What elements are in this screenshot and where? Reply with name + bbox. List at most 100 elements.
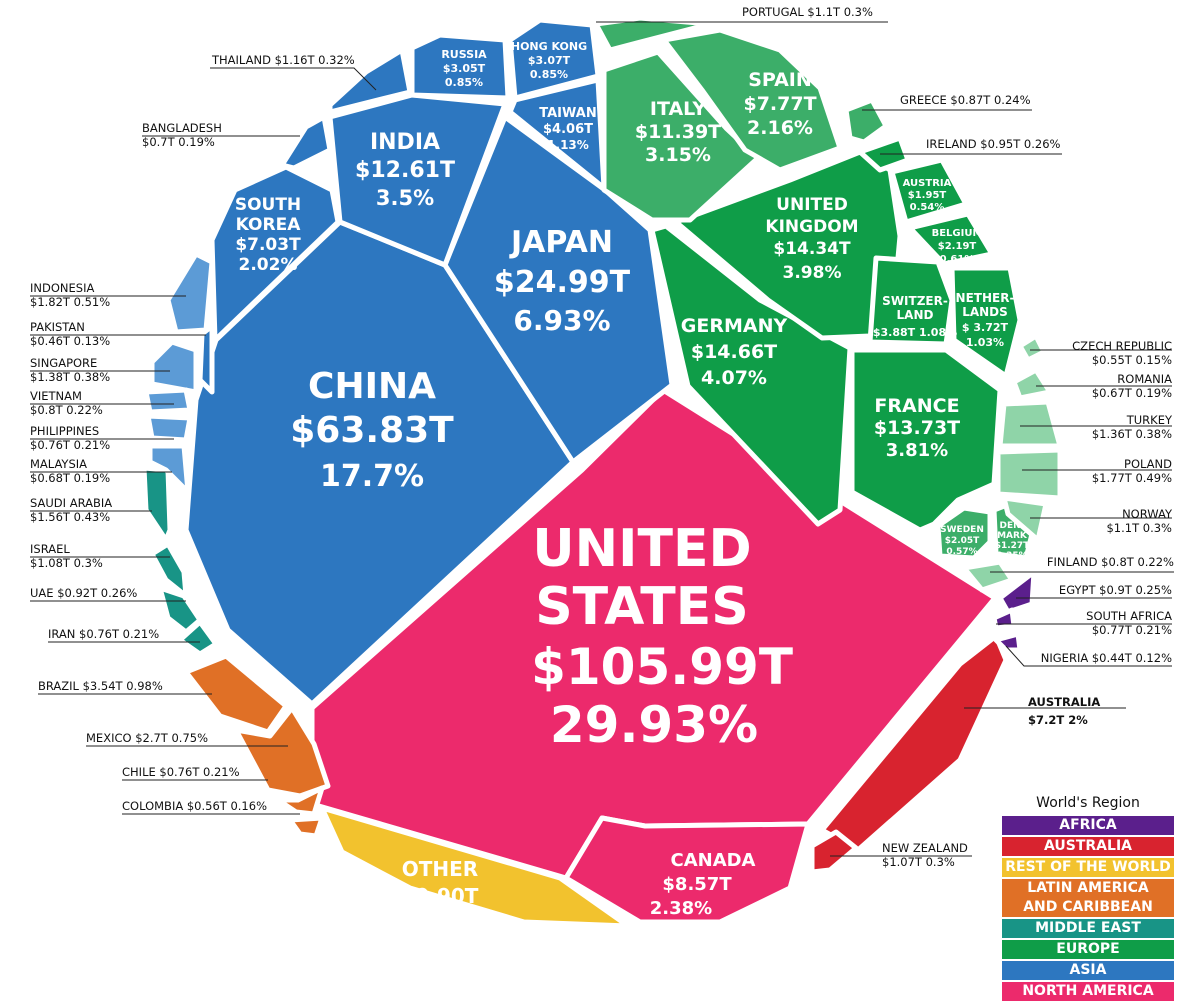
- callout-label: VIETNAM: [30, 389, 82, 403]
- callout-label: IRELAND $0.95T 0.26%: [926, 137, 1061, 151]
- callout-label: MEXICO $2.7T 0.75%: [86, 731, 208, 745]
- cell-egypt: [997, 569, 1037, 615]
- label-united-states-line-4: 29.93%: [550, 696, 758, 754]
- label-india: INDIA $12.61T 3.5%: [355, 130, 455, 210]
- label-switzerland-line-1: SWITZER-: [882, 294, 948, 308]
- label-india-line-1: INDIA: [370, 130, 440, 155]
- callout-australia: AUSTRALIA $7.2T 2%: [964, 695, 1126, 727]
- callout-label: COLOMBIA $0.56T 0.16%: [122, 799, 267, 813]
- callout-label: BANGLADESH: [142, 121, 222, 135]
- callout-value: $0.8T 0.22%: [30, 403, 103, 417]
- label-united-states-line-1: UNITED: [532, 519, 751, 579]
- callout-value: $1.77T 0.49%: [1092, 471, 1172, 485]
- label-netherlands-line-4: 1.03%: [966, 336, 1004, 349]
- callout-portugal-1-1t-0-3: PORTUGAL $1.1T 0.3%: [596, 5, 888, 23]
- callout-israel: ISRAEL$1.08T 0.3%: [30, 542, 170, 570]
- label-taiwan-line-1: TAIWAN: [539, 106, 596, 121]
- label-france-line-3: 3.81%: [886, 440, 948, 461]
- callout-uae-0-92t-0-26: UAE $0.92T 0.26%: [30, 586, 186, 602]
- callout-value: $1.82T 0.51%: [30, 295, 110, 309]
- callout-nigeria-0-44t-0-12: NIGERIA $0.44T 0.12%: [1005, 645, 1172, 667]
- callout-label: SINGAPORE: [30, 356, 97, 370]
- callout-label: INDONESIA: [30, 281, 94, 295]
- callout-new-zealand: NEW ZEALAND$1.07T 0.3%: [830, 841, 972, 869]
- cell-sweden: [935, 505, 993, 561]
- label-france-line-2: $13.73T: [874, 417, 960, 439]
- label-italy-line-1: ITALY: [650, 98, 706, 120]
- label-other-line-1: OTHER: [402, 857, 478, 881]
- cell-canada: [563, 815, 811, 925]
- label-denmark-line-1: DEN-: [1000, 521, 1025, 531]
- callout-label: AUSTRALIA: [1028, 695, 1100, 709]
- cell-greece: [843, 97, 889, 145]
- label-japan: JAPAN $24.99T 6.93%: [494, 225, 631, 337]
- callout-label: NIGERIA $0.44T 0.12%: [1041, 651, 1172, 665]
- label-belgium-line-1: BELGIUM: [932, 228, 983, 239]
- label-united-kingdom-line-1: UNITED: [776, 195, 848, 215]
- callout-egypt-0-9t-0-25: EGYPT $0.9T 0.25%: [1016, 583, 1172, 599]
- callout-label: NORWAY: [1122, 507, 1173, 521]
- cell-iran: [177, 619, 219, 657]
- callout-value: $1.56T 0.43%: [30, 510, 110, 524]
- cell-india: [327, 92, 508, 268]
- cell-colombia: [287, 815, 325, 839]
- cell-new-zealand: [809, 829, 859, 875]
- callout-romania: ROMANIA$0.67T 0.19%: [1036, 372, 1172, 400]
- cell-turkey: [997, 399, 1063, 449]
- cell-philippines: [145, 413, 193, 443]
- callout-label: ISRAEL: [30, 542, 70, 556]
- cell-chile: [275, 785, 325, 817]
- callout-greece-0-87t-0-24: GREECE $0.87T 0.24%: [862, 93, 1032, 111]
- label-denmark-line-4: 0.35%: [996, 551, 1027, 561]
- label-switzerland-line-2: LAND: [897, 308, 934, 322]
- cell-finland: [961, 559, 1015, 593]
- label-sweden-line-1: SWEDEN: [940, 525, 984, 535]
- callout-label: CZECH REPUBLIC: [1072, 339, 1172, 353]
- label-canada-line-3: 2.38%: [650, 898, 712, 919]
- legend-item-latin-america-and-caribbean: LATIN AMERICA AND CARIBBEAN: [1002, 879, 1174, 917]
- cell-australia: [819, 633, 1009, 853]
- callout-turkey: TURKEY$1.36T 0.38%: [1020, 413, 1173, 441]
- callout-thailand-1-16t-0-32: THAILAND $1.16T 0.32%: [210, 53, 377, 91]
- label-united-states-line-3: $105.99T: [531, 638, 793, 696]
- label-switzerland: SWITZER-LAND $3.88T 1.08%: [873, 294, 957, 339]
- callout-label: MALAYSIA: [30, 457, 87, 471]
- callout-leader-line: [1005, 645, 1172, 667]
- cell-switzerland: [867, 255, 955, 347]
- label-china: CHINA$63.83T 17.7%: [290, 366, 454, 494]
- label-austria-line-2: $1.95T: [908, 190, 947, 201]
- label-other-line-2: $9.90T: [402, 884, 479, 908]
- cell-italy: [601, 49, 761, 223]
- callout-vietnam: VIETNAM$0.8T 0.22%: [30, 389, 174, 417]
- label-south-korea-line-2: KOREA: [236, 215, 302, 235]
- cell-bangladesh: [279, 114, 333, 171]
- callout-pakistan: PAKISTAN$0.46T 0.13%: [30, 320, 206, 348]
- callout-value: $1.07T 0.3%: [882, 855, 955, 869]
- cell-spain: [661, 27, 843, 173]
- label-japan-line-2: $24.99T: [494, 265, 631, 300]
- callout-label: SOUTH AFRICA: [1086, 609, 1172, 623]
- legend-item-label: AND CARIBBEAN: [1023, 899, 1153, 915]
- legend-item-europe: EUROPE: [1002, 940, 1174, 959]
- callout-label: THAILAND $1.16T 0.32%: [211, 53, 355, 67]
- callout-label: BRAZIL $3.54T 0.98%: [38, 679, 163, 693]
- label-italy-line-3: 3.15%: [645, 144, 711, 166]
- label-japan-line-3: 6.93%: [513, 304, 610, 337]
- callout-label: GREECE $0.87T 0.24%: [900, 93, 1031, 107]
- callout-label: PHILIPPINES: [30, 424, 99, 438]
- callout-label: ROMANIA: [1117, 372, 1172, 386]
- label-united-kingdom-line-4: 3.98%: [783, 263, 842, 283]
- label-netherlands-line-3: $ 3.72T: [962, 321, 1009, 334]
- cell-austria: [889, 157, 969, 225]
- callout-iran-0-76t-0-21: IRAN $0.76T 0.21%: [48, 627, 200, 643]
- label-netherlands-line-1: NETHER-: [956, 291, 1015, 305]
- label-germany-line-1: GERMANY: [681, 315, 788, 337]
- label-belgium-line-2: $2.19T: [938, 241, 977, 252]
- label-hong-kong-line-1: HONG KONG: [511, 40, 587, 53]
